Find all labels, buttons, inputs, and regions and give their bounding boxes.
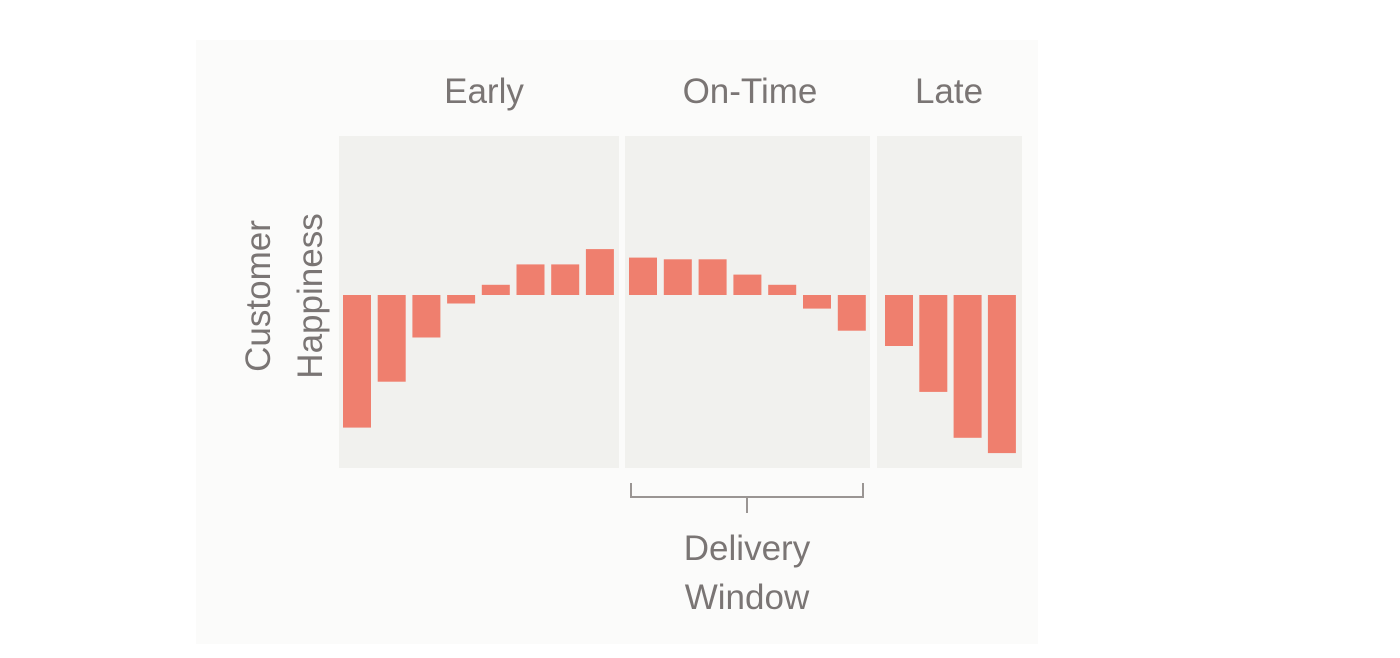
panel-label-late: Late — [915, 72, 983, 111]
bar-on-time-6 — [803, 295, 831, 309]
bar-on-time-1 — [629, 257, 657, 295]
panel-on-time — [625, 136, 870, 468]
bar-on-time-4 — [733, 274, 762, 295]
bars-layer — [343, 249, 1016, 454]
bar-late-4 — [987, 295, 1016, 454]
y-axis-label-line2: Happiness — [291, 213, 330, 378]
bar-early-5 — [481, 284, 510, 295]
delivery-window-annotation: Delivery Window — [630, 483, 864, 617]
bar-early-7 — [551, 264, 580, 295]
bar-on-time-2 — [663, 259, 692, 295]
delivery-window-label-line2: Window — [685, 578, 810, 617]
bar-early-4 — [447, 295, 476, 304]
bar-early-3 — [412, 295, 441, 338]
bar-early-1 — [343, 295, 371, 428]
y-axis-label-line1: Customer — [239, 220, 278, 372]
bar-on-time-5 — [768, 284, 797, 295]
bar-late-1 — [885, 295, 913, 346]
panel-label-early: Early — [444, 72, 524, 111]
delivery-window-bracket — [630, 483, 864, 513]
panel-label-on-time: On-Time — [683, 72, 818, 111]
bar-early-2 — [377, 295, 406, 382]
panel-labels-layer: Early On-Time Late — [444, 72, 983, 111]
bar-late-3 — [953, 295, 982, 438]
bar-early-8 — [585, 249, 614, 295]
bar-early-6 — [516, 264, 545, 295]
bar-on-time-3 — [698, 259, 727, 295]
delivery-window-label-line1: Delivery — [684, 529, 811, 568]
bar-on-time-7 — [837, 295, 866, 331]
bar-late-2 — [919, 295, 948, 392]
